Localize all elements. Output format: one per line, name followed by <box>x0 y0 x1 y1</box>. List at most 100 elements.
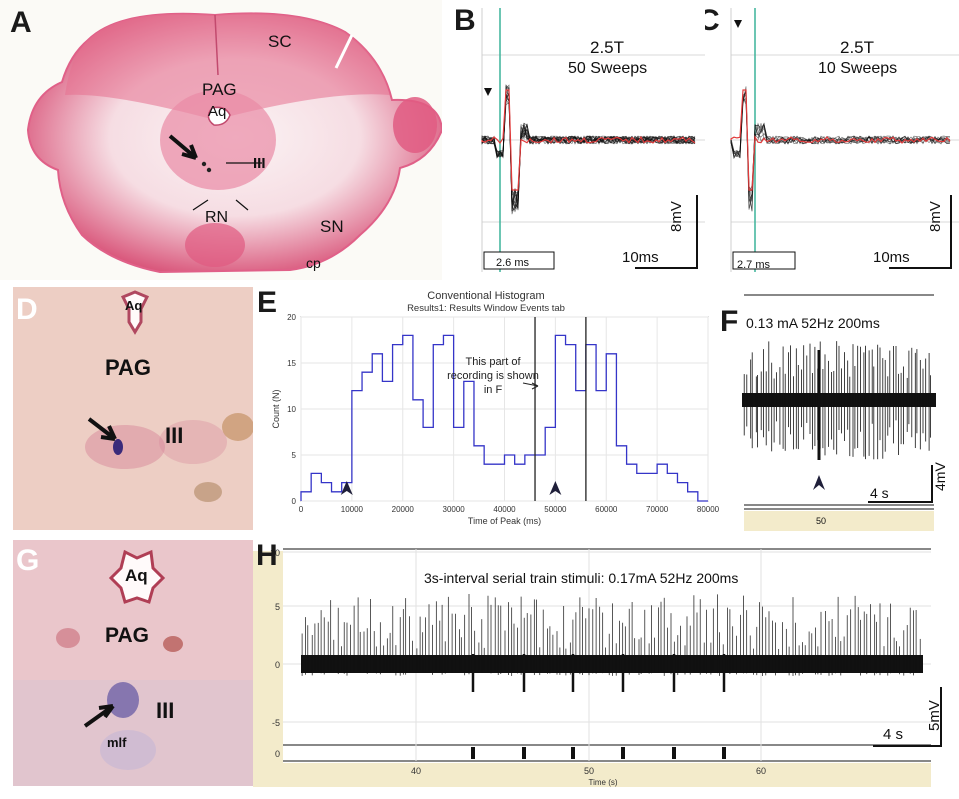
label-aq: Aq <box>125 566 148 585</box>
annotation-line: This part of <box>465 356 521 368</box>
x-tick-label: 80000 <box>697 505 720 514</box>
arrow-icon <box>87 417 117 441</box>
y-axis-band <box>253 551 283 787</box>
stimulus-arrowhead-icon <box>813 475 825 490</box>
sweep-trace <box>481 94 696 207</box>
stimulus-pulse <box>571 747 575 759</box>
histogram-bar <box>362 372 372 501</box>
panel-b-sweeps: 50 Sweeps <box>568 60 648 77</box>
panel-f-letter: F <box>720 305 739 338</box>
x-axis-label: Time (s) <box>588 778 617 787</box>
histogram-bar <box>596 391 606 501</box>
x-tick-label: 70000 <box>646 505 669 514</box>
scale-bar <box>873 687 942 747</box>
histogram-bar <box>606 354 616 501</box>
x-tick-label: 50 <box>584 766 594 776</box>
histogram-bar <box>393 345 403 501</box>
sweep-trace <box>730 97 951 212</box>
panel-f-volt-scale: 4mV <box>932 462 948 491</box>
histogram-bar <box>423 427 433 501</box>
histogram-bar <box>372 354 382 501</box>
sweep-trace <box>730 96 950 211</box>
x-tick-label: 40000 <box>493 505 516 514</box>
panel-c-chart <box>730 8 959 272</box>
stimulus-pulse <box>722 747 726 759</box>
histogram-outline <box>300 334 708 502</box>
panel-c-letter: C <box>705 4 720 37</box>
panel-a-image <box>26 12 442 274</box>
label-aq: Aq <box>208 103 227 120</box>
histogram-bar <box>433 345 443 501</box>
sweep-trace <box>730 92 951 209</box>
y-tick-label: 5 <box>275 602 280 612</box>
histogram-bar <box>321 483 331 501</box>
sweep-trace <box>730 94 951 202</box>
histogram-bar <box>525 455 535 501</box>
sweep-trace <box>481 91 696 207</box>
sweep-trace <box>481 93 696 209</box>
panel-c-title: 2.5T <box>840 38 875 57</box>
panel-c-sweeps: 10 Sweeps <box>818 60 898 77</box>
histogram-bar <box>515 464 525 501</box>
panel-b-letter: B <box>454 4 476 37</box>
histogram-bar <box>677 483 687 501</box>
channel-label: 0 <box>275 749 280 759</box>
scale-bar <box>889 195 952 269</box>
histogram-bar <box>454 427 464 501</box>
histogram-title: Conventional Histogram <box>427 290 544 302</box>
histogram-bar <box>311 473 321 501</box>
panel-h-trace: 10 5 0 -5 0 40 50 60 Time (s) H 3s-interval seri… <box>253 537 959 799</box>
panel-c-volt-scale: 8mV <box>927 201 944 232</box>
histogram-bar <box>443 335 453 501</box>
label-sn: SN <box>320 217 344 236</box>
panel-g-histology: G Aq PAG III mlf <box>13 540 253 786</box>
panel-g-letter: G <box>16 544 40 577</box>
panel-e-letter: E <box>257 286 278 319</box>
y-tick-label: 0 <box>275 660 280 670</box>
histogram-bar <box>505 455 515 501</box>
panel-h-volt-scale: 5mV <box>926 700 943 731</box>
panel-f-chart <box>742 294 936 531</box>
histogram-bar <box>616 446 626 501</box>
histogram-annotation: This part of recording is shown in F <box>447 356 539 396</box>
stimulus-arrowhead-icon <box>549 481 562 495</box>
panel-h-time-scale: 4 s <box>883 726 904 743</box>
latency-box <box>483 251 555 270</box>
panel-g-image <box>13 540 253 786</box>
stimulus-pulse <box>621 747 625 759</box>
x-tick-label: 0 <box>299 505 304 514</box>
label-iii: III <box>156 698 175 723</box>
x-tick-label: 60000 <box>595 505 618 514</box>
scale-bar <box>635 195 698 269</box>
sweep-trace <box>481 98 696 204</box>
histogram-bar <box>627 464 637 501</box>
y-tick-label: 5 <box>292 451 297 460</box>
panel-h-letter: H <box>256 539 278 572</box>
panel-f-stim: 0.13 mA 52Hz 200ms <box>746 315 880 331</box>
sweep-trace <box>730 86 951 203</box>
sweep-trace <box>481 94 696 208</box>
sweep-trace <box>730 97 951 210</box>
stimulus-pulse <box>522 747 526 759</box>
x-tick-label: 40 <box>411 766 421 776</box>
histogram-bar <box>657 464 667 501</box>
panel-a-letter: A <box>10 6 32 39</box>
stimulus-pulse <box>672 747 676 759</box>
histogram-bar <box>688 492 698 501</box>
panel-b-title: 2.5T <box>590 38 625 57</box>
histogram-bar <box>586 345 596 501</box>
histogram-subtitle: Results1: Results Window Events tab <box>407 303 565 314</box>
label-iii: III <box>165 423 184 448</box>
histogram-bar <box>566 345 576 501</box>
average-trace <box>481 89 696 191</box>
panel-f-time-scale: 4 s <box>870 485 889 501</box>
histogram-bar <box>352 391 362 501</box>
label-sc: SC <box>268 32 292 51</box>
label-pag: PAG <box>105 355 152 380</box>
arrow-icon <box>168 134 198 160</box>
panel-e-histogram: Conventional Histogram Results1: Results … <box>253 285 720 535</box>
histogram-bar <box>464 381 474 501</box>
x-axis-label: Time of Peak (ms) <box>468 516 541 526</box>
panel-f-axis-tick: 50 <box>816 516 827 526</box>
